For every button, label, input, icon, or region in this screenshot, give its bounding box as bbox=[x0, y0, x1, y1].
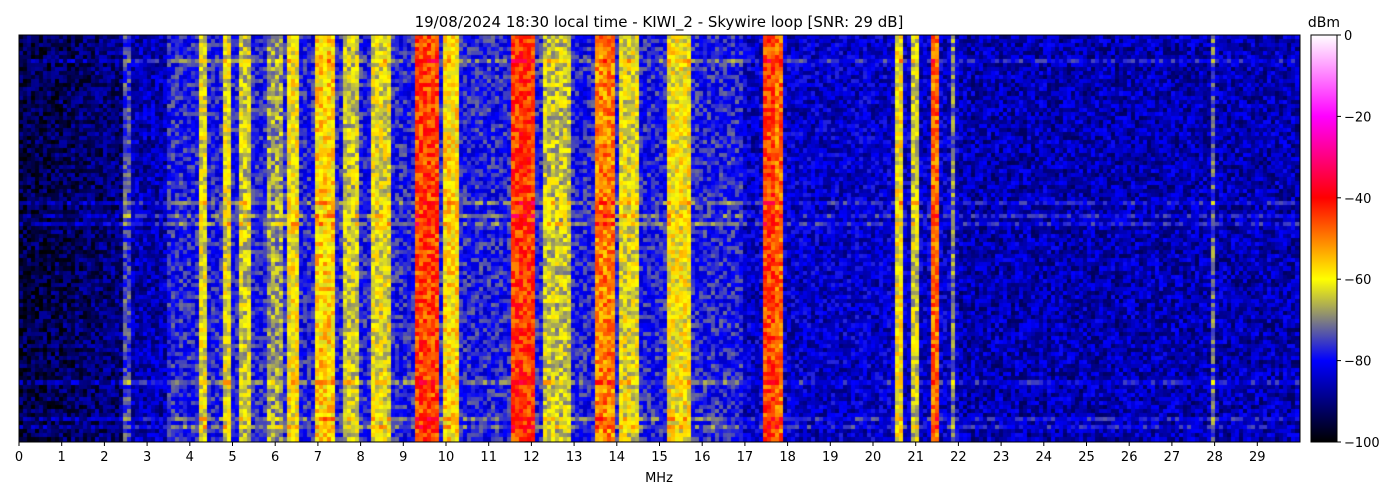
x-tick-label: 20 bbox=[865, 450, 882, 465]
colorbar-tick-label: −60 bbox=[1344, 273, 1371, 288]
x-tick-label: 25 bbox=[1078, 450, 1095, 465]
x-tick-label: 23 bbox=[993, 450, 1010, 465]
colorbar-tick-label: −100 bbox=[1344, 436, 1380, 451]
x-tick-label: 10 bbox=[438, 450, 455, 465]
x-tick-label: 6 bbox=[271, 450, 279, 465]
x-tick-label: 17 bbox=[737, 450, 754, 465]
x-tick-label: 9 bbox=[399, 450, 407, 465]
x-tick-label: 12 bbox=[523, 450, 540, 465]
x-tick-label: 1 bbox=[58, 450, 66, 465]
x-tick-label: 16 bbox=[694, 450, 711, 465]
colorbar-tick-label: −40 bbox=[1344, 192, 1371, 207]
colorbar-tick-label: −20 bbox=[1344, 110, 1371, 125]
x-tick-label: 3 bbox=[143, 450, 151, 465]
x-axis-ticks: 0 1 2 3 4 5 6 7 8 9 10 11 12 13 14 15 16 17 18 19 20 21 22 23 24… bbox=[15, 442, 1266, 465]
x-tick-label: 8 bbox=[356, 450, 364, 465]
x-tick-label: 24 bbox=[1036, 450, 1053, 465]
x-tick-label: 2 bbox=[100, 450, 108, 465]
waterfall-heatmap bbox=[19, 35, 1300, 442]
chart-title: 19/08/2024 18:30 local time - KIWI_2 - S… bbox=[415, 13, 904, 32]
x-tick-label: 19 bbox=[822, 450, 839, 465]
x-tick-label: 22 bbox=[950, 450, 967, 465]
colorbar-label: dBm bbox=[1308, 15, 1340, 31]
x-tick-label: 7 bbox=[314, 450, 322, 465]
x-tick-label: 14 bbox=[609, 450, 626, 465]
colorbar-tick-label: 0 bbox=[1344, 29, 1352, 44]
x-tick-label: 29 bbox=[1249, 450, 1266, 465]
x-tick-label: 11 bbox=[480, 450, 497, 465]
x-tick-label: 18 bbox=[779, 450, 796, 465]
heatmap-plot-area bbox=[19, 35, 1300, 442]
x-tick-label: 15 bbox=[651, 450, 668, 465]
x-tick-label: 21 bbox=[907, 450, 924, 465]
x-tick-label: 0 bbox=[15, 450, 23, 465]
x-tick-label: 28 bbox=[1206, 450, 1223, 465]
x-tick-label: 4 bbox=[186, 450, 194, 465]
x-axis-label: MHz bbox=[645, 471, 673, 486]
colorbar-ticks: 0 −20 −40 −60 −80 −100 bbox=[1337, 29, 1380, 451]
x-tick-label: 13 bbox=[566, 450, 583, 465]
colorbar bbox=[1310, 34, 1338, 443]
x-tick-label: 5 bbox=[228, 450, 236, 465]
x-tick-label: 26 bbox=[1121, 450, 1138, 465]
x-tick-label: 27 bbox=[1164, 450, 1181, 465]
colorbar-tick-label: −80 bbox=[1344, 355, 1371, 370]
